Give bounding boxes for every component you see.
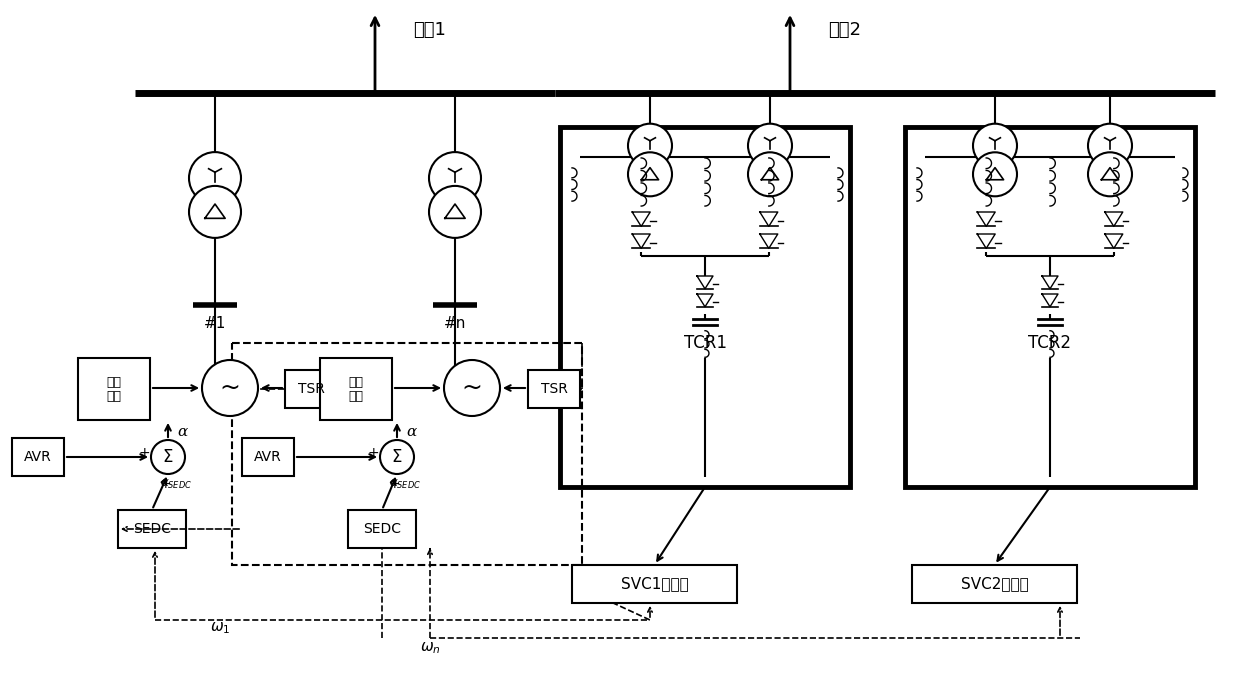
Text: $\omega_n$: $\omega_n$ (419, 640, 440, 656)
Text: 流桥: 流桥 (107, 390, 122, 402)
Circle shape (1087, 124, 1132, 168)
Text: TSR: TSR (541, 382, 568, 396)
Circle shape (627, 152, 672, 197)
Circle shape (973, 124, 1017, 168)
Bar (232, 343, 582, 565)
Circle shape (188, 186, 241, 238)
Text: $\omega_1$: $\omega_1$ (210, 620, 231, 636)
Circle shape (429, 186, 481, 238)
Circle shape (429, 152, 481, 204)
Text: α: α (177, 425, 187, 439)
Text: AVR: AVR (254, 450, 281, 464)
Bar (78, 358, 150, 420)
Text: #1: #1 (203, 316, 226, 330)
Text: Σ: Σ (392, 448, 402, 466)
Circle shape (627, 124, 672, 168)
Bar (285, 370, 337, 408)
Text: TCR1: TCR1 (683, 334, 727, 352)
Circle shape (188, 152, 241, 204)
Text: AVR: AVR (24, 450, 52, 464)
Text: TSR: TSR (298, 382, 325, 396)
Text: +: + (159, 477, 171, 491)
Text: +: + (367, 446, 378, 460)
Bar (911, 565, 1078, 603)
Circle shape (379, 440, 414, 474)
Text: 硅整: 硅整 (348, 376, 363, 388)
Bar (348, 510, 415, 548)
Text: #n: #n (444, 316, 466, 330)
Text: SVC2控制器: SVC2控制器 (961, 577, 1028, 592)
Circle shape (444, 360, 500, 416)
Circle shape (748, 152, 792, 197)
Text: 硅整: 硅整 (107, 376, 122, 388)
Text: ~: ~ (461, 376, 482, 400)
Circle shape (748, 124, 792, 168)
Text: $\alpha_{SEDC}$: $\alpha_{SEDC}$ (160, 477, 192, 491)
Circle shape (973, 152, 1017, 197)
Bar (242, 438, 294, 476)
Bar (572, 565, 737, 603)
Text: 出煳1: 出煳1 (413, 21, 446, 39)
Text: ~: ~ (219, 376, 241, 400)
Bar (320, 358, 392, 420)
Text: SVC1控制器: SVC1控制器 (621, 577, 688, 592)
Text: TCR2: TCR2 (1028, 334, 1071, 352)
Text: +: + (138, 446, 150, 460)
Text: +: + (388, 477, 399, 491)
Text: $\alpha_{SEDC}$: $\alpha_{SEDC}$ (389, 477, 422, 491)
Circle shape (151, 440, 185, 474)
Text: 流桥: 流桥 (348, 390, 363, 402)
Bar (528, 370, 580, 408)
Text: Σ: Σ (162, 448, 174, 466)
Bar (560, 127, 849, 487)
Bar (905, 127, 1195, 487)
Text: SEDC: SEDC (133, 522, 171, 536)
Circle shape (1087, 152, 1132, 197)
Bar (12, 438, 64, 476)
Text: α: α (405, 425, 417, 439)
Circle shape (202, 360, 258, 416)
Bar (118, 510, 186, 548)
Text: 出煳2: 出煳2 (828, 21, 861, 39)
Text: SEDC: SEDC (363, 522, 401, 536)
